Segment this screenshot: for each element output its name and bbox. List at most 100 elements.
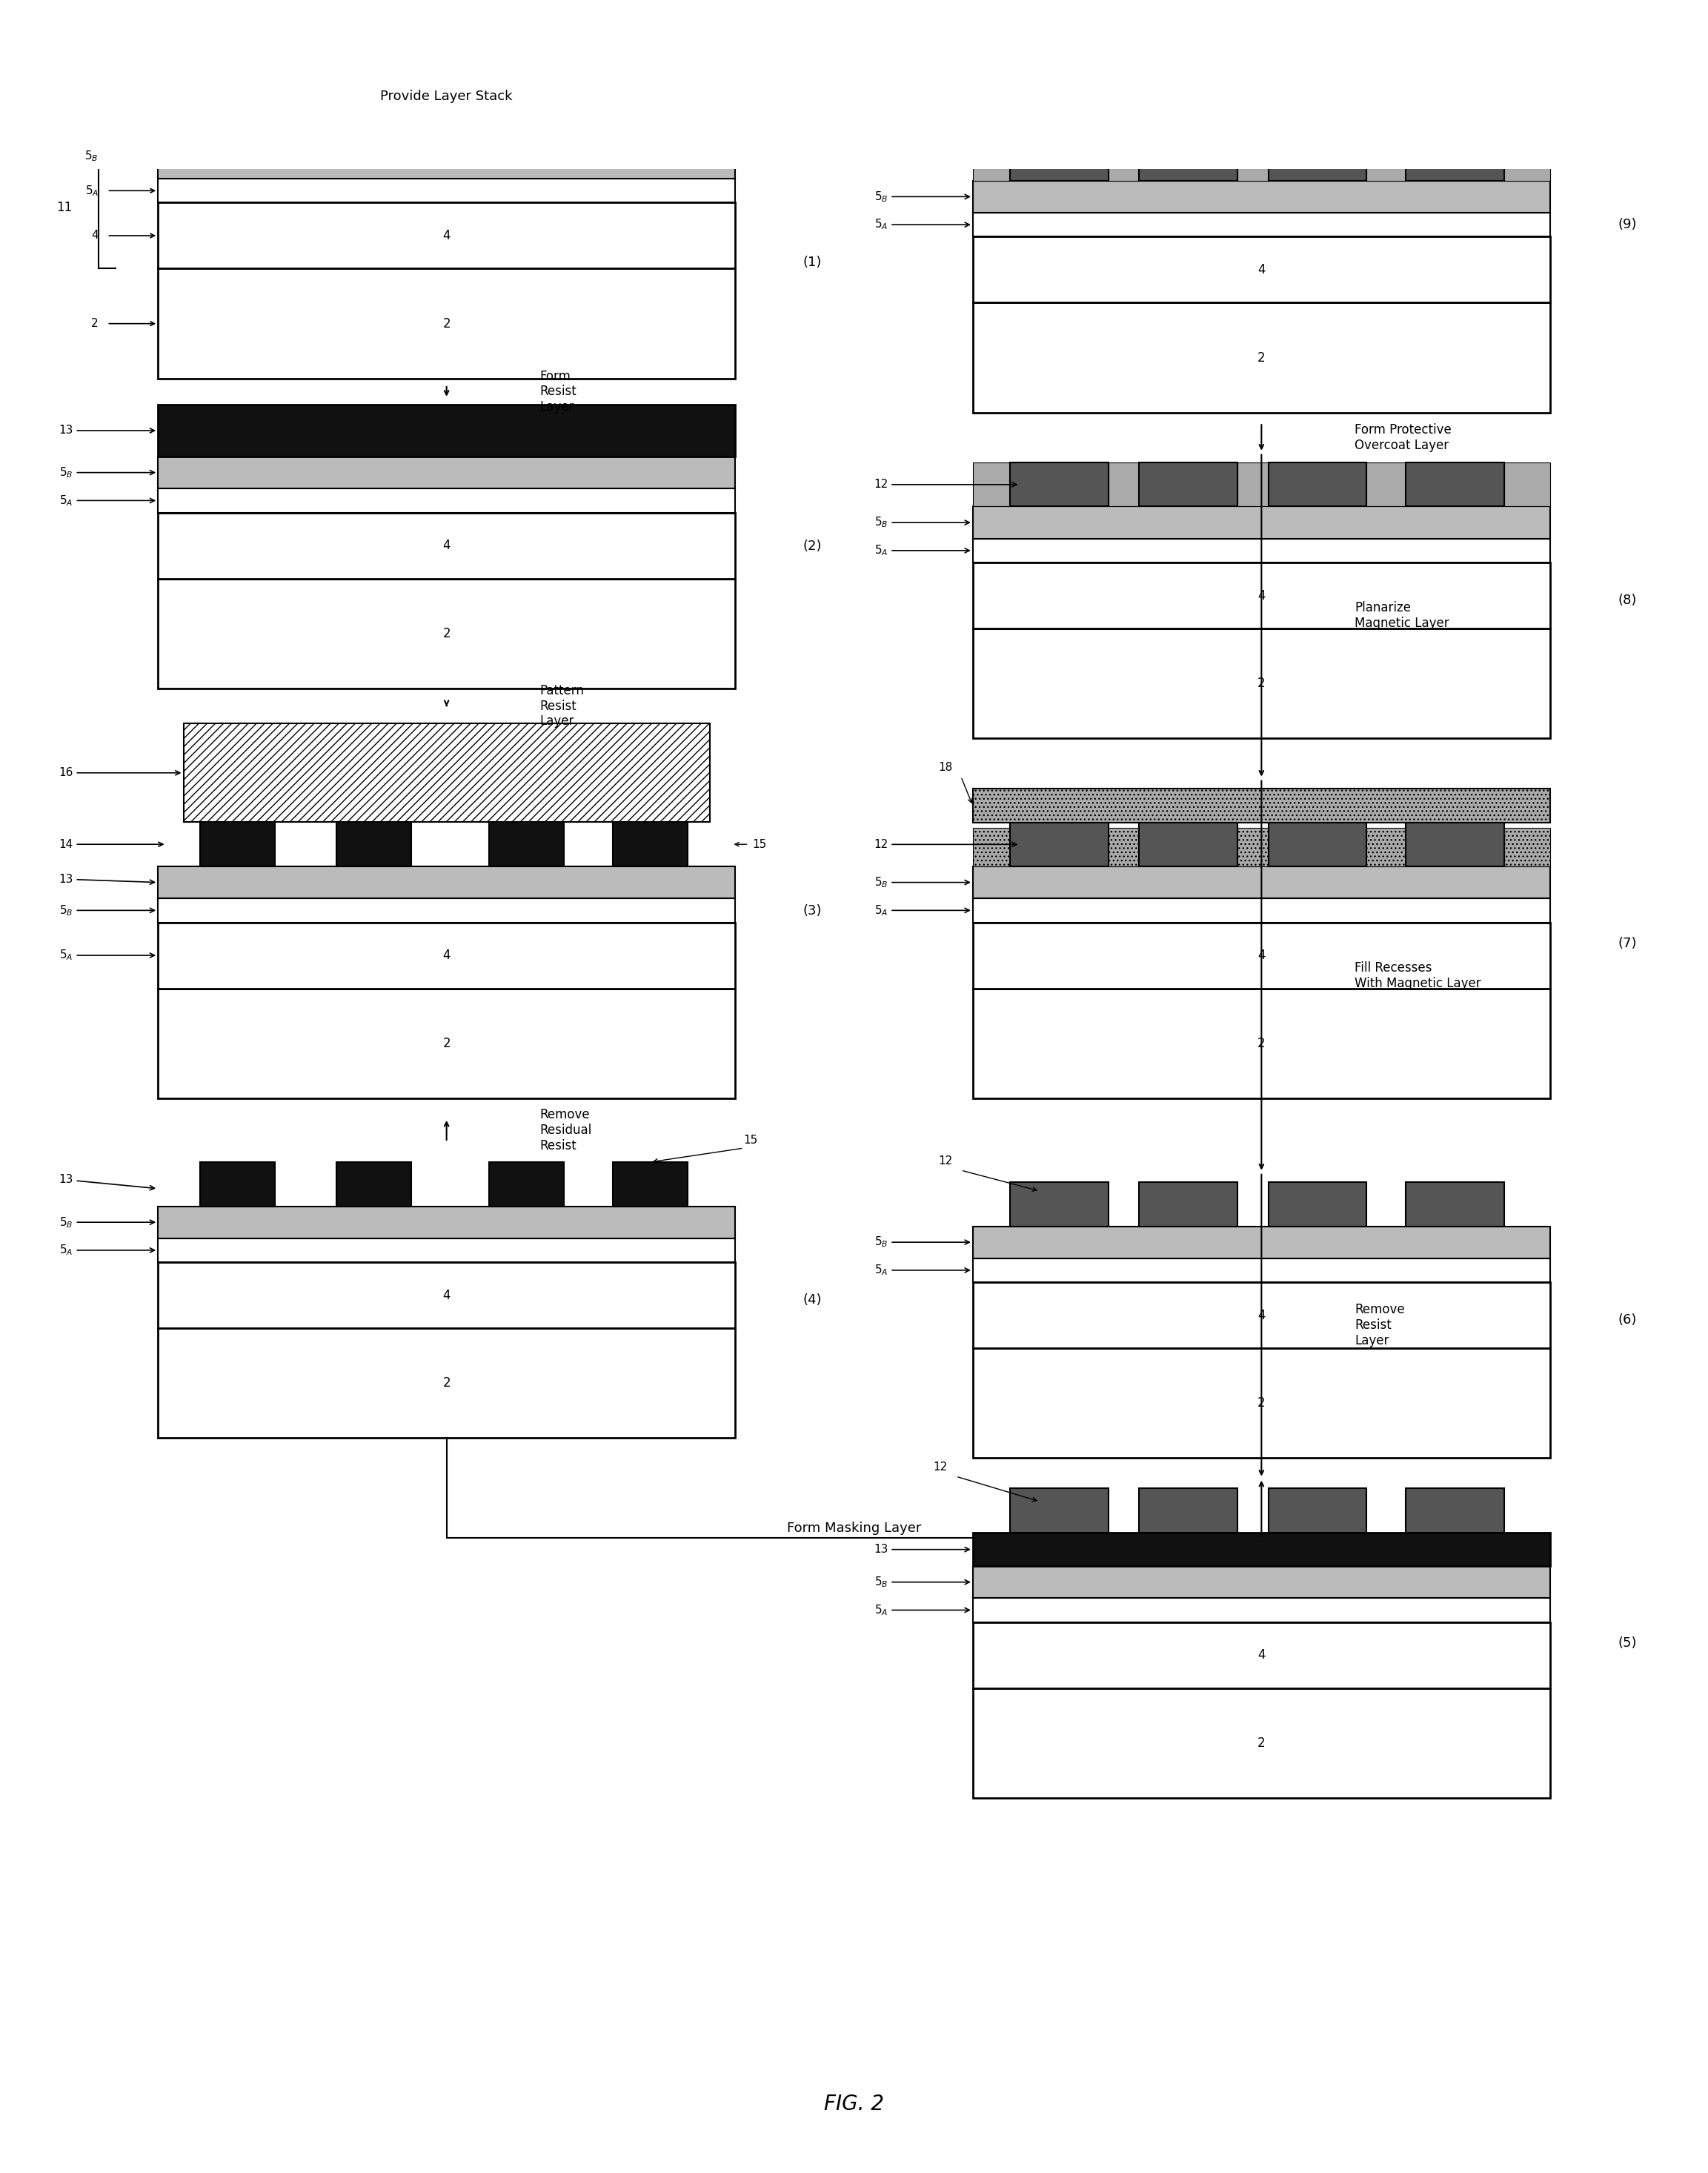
Bar bbox=[974, 61, 1551, 104]
Bar bbox=[1009, 821, 1108, 867]
Bar bbox=[974, 867, 1551, 897]
Text: 5$_B$: 5$_B$ bbox=[874, 1234, 970, 1249]
Bar bbox=[974, 1567, 1551, 1597]
Text: Form
Resist
Layer: Form Resist Layer bbox=[540, 369, 577, 413]
Text: 5$_A$: 5$_A$ bbox=[874, 904, 970, 917]
Text: 2: 2 bbox=[92, 317, 99, 328]
Bar bbox=[974, 1347, 1551, 1458]
Bar bbox=[1108, 828, 1139, 867]
Bar bbox=[974, 137, 1009, 180]
Bar bbox=[974, 921, 1551, 989]
Text: Remove
Residual
Resist: Remove Residual Resist bbox=[540, 1108, 593, 1152]
Text: Form Masking Layer: Form Masking Layer bbox=[787, 1521, 921, 1534]
Bar bbox=[157, 1328, 734, 1439]
Text: (8): (8) bbox=[1617, 593, 1636, 606]
Bar bbox=[1139, 821, 1238, 867]
Bar bbox=[1406, 137, 1505, 180]
Bar bbox=[974, 897, 1551, 921]
Text: 13: 13 bbox=[873, 1543, 970, 1556]
Text: Pattern
Resist
Layer: Pattern Resist Layer bbox=[540, 684, 584, 728]
Text: 5$_A$: 5$_A$ bbox=[874, 1604, 970, 1617]
Bar bbox=[613, 1163, 688, 1206]
Bar bbox=[157, 489, 734, 513]
Text: 2: 2 bbox=[1257, 1037, 1266, 1050]
Text: 15: 15 bbox=[743, 1134, 758, 1145]
Bar bbox=[974, 1258, 1551, 1282]
Bar bbox=[974, 563, 1551, 628]
Bar bbox=[613, 821, 688, 867]
Text: 12: 12 bbox=[874, 839, 1016, 850]
Text: 18: 18 bbox=[938, 761, 953, 774]
Bar bbox=[1366, 828, 1406, 867]
Bar bbox=[157, 404, 734, 456]
Text: 2: 2 bbox=[1257, 352, 1266, 365]
Text: 13: 13 bbox=[58, 1173, 154, 1191]
Text: FIG. 2: FIG. 2 bbox=[823, 2093, 885, 2114]
Text: 5$_A$: 5$_A$ bbox=[60, 1243, 154, 1258]
Bar bbox=[1406, 1489, 1505, 1532]
Text: 2: 2 bbox=[442, 1037, 451, 1050]
Text: 5$_A$: 5$_A$ bbox=[85, 185, 99, 198]
Text: 16: 16 bbox=[58, 767, 179, 778]
Text: 5$_B$: 5$_B$ bbox=[60, 904, 154, 917]
Text: Planarize
Magnetic Layer: Planarize Magnetic Layer bbox=[1354, 602, 1450, 630]
Bar bbox=[1406, 463, 1505, 506]
Bar bbox=[157, 921, 734, 989]
Bar bbox=[336, 821, 412, 867]
Text: Remove
Resist
Layer: Remove Resist Layer bbox=[1354, 1304, 1406, 1347]
Bar bbox=[974, 180, 1551, 213]
Text: 5$_B$: 5$_B$ bbox=[874, 515, 970, 530]
Text: 5$_B$: 5$_B$ bbox=[85, 150, 99, 163]
Text: Form Protective
Overcoat Layer: Form Protective Overcoat Layer bbox=[1354, 424, 1452, 452]
Bar bbox=[974, 789, 1551, 821]
Text: 4: 4 bbox=[1257, 1308, 1266, 1321]
Text: (9): (9) bbox=[1617, 217, 1636, 230]
Text: Provide Layer Stack: Provide Layer Stack bbox=[381, 89, 512, 102]
Text: 12: 12 bbox=[933, 1460, 948, 1473]
Text: 5$_A$: 5$_A$ bbox=[874, 1263, 970, 1278]
Bar bbox=[974, 1282, 1551, 1347]
Text: 12: 12 bbox=[874, 478, 1016, 491]
Text: (2): (2) bbox=[803, 539, 822, 554]
Text: 5$_A$: 5$_A$ bbox=[874, 543, 970, 558]
Bar bbox=[1238, 828, 1269, 867]
Text: (7): (7) bbox=[1617, 937, 1636, 950]
Bar bbox=[974, 463, 1009, 506]
Bar bbox=[974, 1688, 1551, 1797]
Text: 12: 12 bbox=[938, 1156, 953, 1167]
Text: 2: 2 bbox=[1257, 1397, 1266, 1410]
Bar bbox=[1505, 463, 1551, 506]
Bar bbox=[157, 269, 734, 378]
Text: 5$_A$: 5$_A$ bbox=[60, 947, 154, 963]
Text: 4: 4 bbox=[1257, 1649, 1266, 1662]
Bar bbox=[157, 1206, 734, 1239]
Text: (3): (3) bbox=[803, 904, 822, 917]
Text: 4: 4 bbox=[1257, 950, 1266, 963]
Bar bbox=[1406, 821, 1505, 867]
Bar bbox=[974, 506, 1551, 539]
Text: 2: 2 bbox=[442, 1376, 451, 1391]
Text: Fill Recesses
With Magnetic Layer: Fill Recesses With Magnetic Layer bbox=[1354, 960, 1481, 991]
Text: 5$_A$: 5$_A$ bbox=[60, 493, 154, 508]
Bar bbox=[1009, 463, 1108, 506]
Bar bbox=[974, 828, 1009, 867]
Bar bbox=[974, 37, 1551, 61]
Bar bbox=[183, 724, 711, 821]
Bar bbox=[974, 539, 1551, 563]
Text: (6): (6) bbox=[1617, 1312, 1636, 1328]
Bar bbox=[157, 202, 734, 269]
Bar bbox=[157, 989, 734, 1097]
Bar bbox=[157, 1239, 734, 1263]
Text: 4: 4 bbox=[92, 230, 99, 241]
Bar bbox=[1269, 1182, 1366, 1226]
Bar bbox=[157, 897, 734, 921]
Bar bbox=[336, 1163, 412, 1206]
Text: 2: 2 bbox=[1257, 1736, 1266, 1749]
Bar bbox=[157, 867, 734, 897]
Bar bbox=[1505, 828, 1551, 867]
Bar bbox=[1269, 463, 1366, 506]
Bar bbox=[974, 104, 1551, 137]
Text: 4: 4 bbox=[1257, 263, 1266, 276]
Text: 13: 13 bbox=[58, 874, 154, 884]
Bar bbox=[1269, 137, 1366, 180]
